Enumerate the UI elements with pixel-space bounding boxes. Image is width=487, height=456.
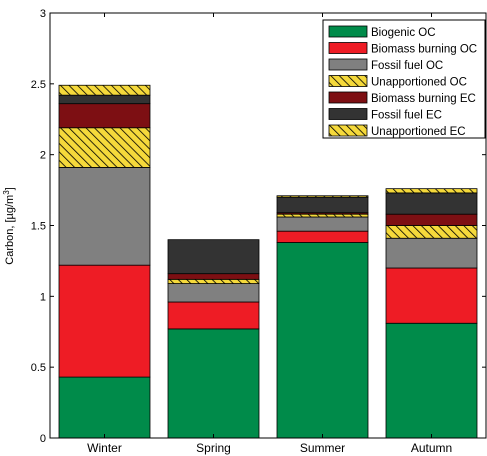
x-tick-label: Summer bbox=[300, 441, 345, 455]
bar-segment-spring-biomass-burning-oc bbox=[167, 301, 260, 330]
bar-segment-spring-fossil-fuel-ec bbox=[167, 239, 260, 275]
bar-segment-winter-biomass-burning-oc bbox=[58, 264, 151, 378]
y-axis: 0 0.5 1 1.5 2 2.5 3 bbox=[31, 8, 486, 445]
bar-segment-winter-fossil-fuel-oc bbox=[58, 167, 151, 266]
bar-segment-autumn-fossil-fuel-oc bbox=[385, 237, 478, 269]
y-axis-label: Carbon, [µg/m3] bbox=[2, 187, 16, 264]
x-tick-label: Autumn bbox=[411, 441, 452, 455]
y-tick-label: 0 bbox=[40, 433, 46, 445]
legend-swatch bbox=[328, 25, 368, 38]
bar-segment-winter-biogenic-oc bbox=[58, 376, 151, 439]
bar-segment-winter-fossil-fuel-ec bbox=[58, 94, 151, 105]
bar-segment-autumn-unapportioned-ec bbox=[385, 188, 478, 194]
y-tick-label: 1 bbox=[40, 291, 46, 303]
bar-segment-summer-fossil-fuel-ec bbox=[276, 196, 369, 214]
legend: Biogenic OC Biomass burning OC Fossil fuel… bbox=[322, 19, 486, 139]
y-tick-label: 1.5 bbox=[31, 221, 46, 233]
legend-label: Biomass burning OC bbox=[371, 44, 477, 56]
legend-label: Fossil fuel OC bbox=[371, 60, 443, 72]
bar-segment-summer-biogenic-oc bbox=[276, 242, 369, 439]
legend-label: Unapportioned EC bbox=[371, 126, 466, 138]
bar-segment-winter-unapportioned-oc bbox=[58, 127, 151, 168]
legend-swatch bbox=[328, 124, 368, 137]
bar-segment-summer-unapportioned-oc bbox=[276, 213, 369, 218]
bar-segment-winter-unapportioned-ec bbox=[58, 84, 151, 96]
y-tick-label: 2 bbox=[40, 150, 46, 162]
y-tick-label: 0.5 bbox=[31, 362, 46, 374]
bar-segment-spring-unapportioned-oc bbox=[167, 278, 260, 284]
y-tick-label: 3 bbox=[40, 8, 46, 20]
legend-swatch bbox=[328, 108, 368, 120]
legend-label: Biogenic OC bbox=[371, 27, 436, 39]
bar-segment-summer-biomass-burning-oc bbox=[276, 230, 369, 243]
bar-segment-autumn-unapportioned-oc bbox=[385, 225, 478, 239]
bar-segment-autumn-fossil-fuel-ec bbox=[385, 192, 478, 215]
x-tick-label: Winter bbox=[87, 441, 122, 455]
bar-segment-spring-biogenic-oc bbox=[167, 328, 260, 439]
legend-swatch bbox=[328, 75, 368, 87]
x-tick-label: Spring bbox=[196, 441, 231, 455]
legend-swatch bbox=[328, 42, 368, 54]
bar-segment-autumn-biomass-burning-ec bbox=[385, 213, 478, 226]
bar-segment-winter-biomass-burning-ec bbox=[58, 103, 151, 129]
bar-segment-summer-unapportioned-ec bbox=[276, 195, 369, 198]
legend-label: Biomass burning EC bbox=[371, 93, 476, 105]
legend-label: Fossil fuel EC bbox=[371, 110, 442, 122]
bar-segment-autumn-biomass-burning-oc bbox=[385, 267, 478, 324]
legend-swatch bbox=[328, 91, 368, 104]
bar-segment-summer-fossil-fuel-oc bbox=[276, 216, 369, 232]
y-tick-label: 2.5 bbox=[31, 79, 46, 91]
legend-label: Unapportioned OC bbox=[371, 77, 467, 89]
plot-area bbox=[49, 12, 487, 439]
bar-segment-spring-fossil-fuel-oc bbox=[167, 283, 260, 303]
bar-segment-autumn-biogenic-oc bbox=[385, 322, 478, 439]
legend-swatch bbox=[328, 58, 368, 71]
x-axis: Winter Spring Summer Autumn bbox=[87, 13, 452, 455]
bar-segment-spring-biomass-burning-ec bbox=[167, 273, 260, 280]
